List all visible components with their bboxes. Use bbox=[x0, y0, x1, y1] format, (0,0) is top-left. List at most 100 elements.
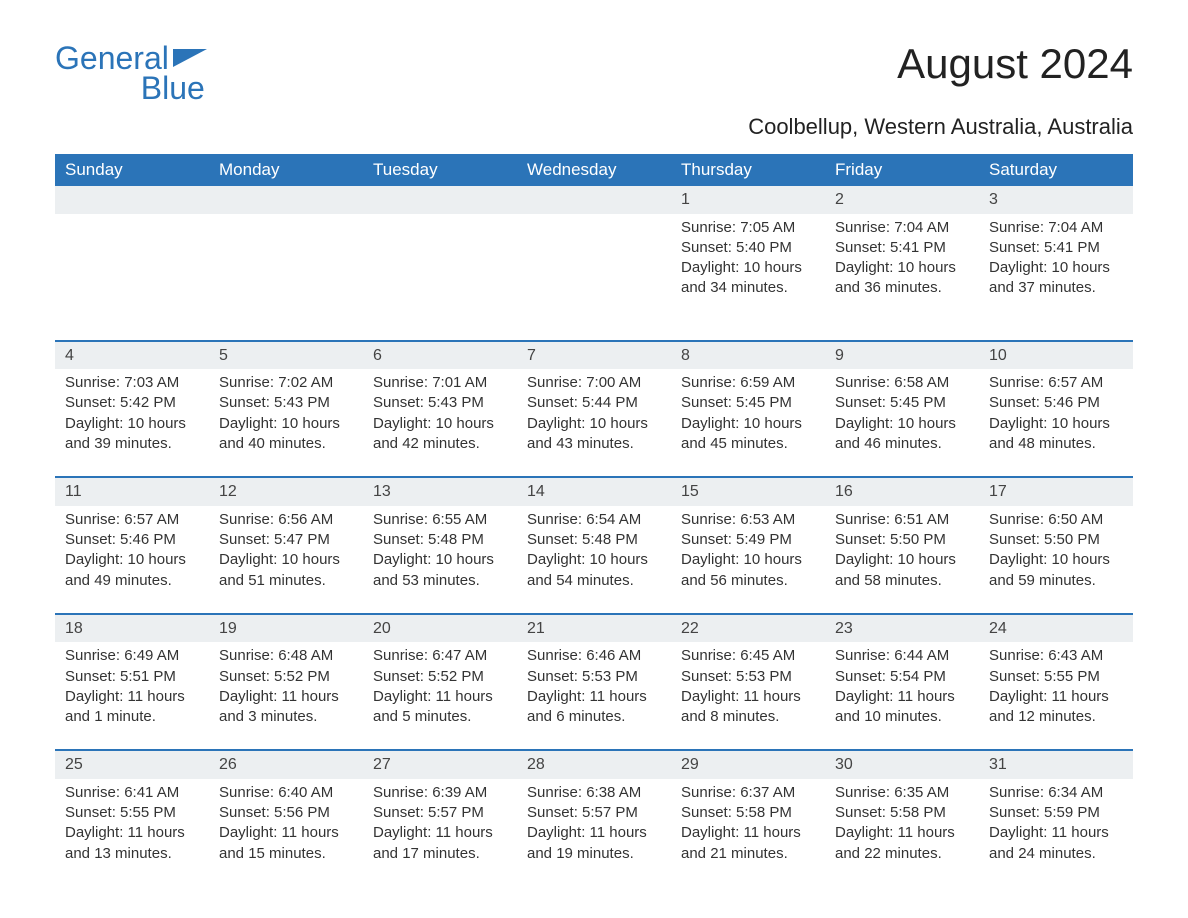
daylight-line: and 5 minutes. bbox=[373, 707, 507, 727]
daylight-line: and 21 minutes. bbox=[681, 844, 815, 864]
day-header: Saturday bbox=[979, 154, 1133, 186]
sunrise-line: Sunrise: 7:02 AM bbox=[219, 373, 353, 393]
sunset-line: Sunset: 5:52 PM bbox=[219, 667, 353, 687]
daylight-line: and 8 minutes. bbox=[681, 707, 815, 727]
sunrise-line: Sunrise: 6:34 AM bbox=[989, 783, 1123, 803]
daylight-line: and 56 minutes. bbox=[681, 571, 815, 591]
calendar-day-cell: 22Sunrise: 6:45 AMSunset: 5:53 PMDayligh… bbox=[671, 614, 825, 751]
sunrise-line: Sunrise: 6:55 AM bbox=[373, 510, 507, 530]
day-content: Sunrise: 6:39 AMSunset: 5:57 PMDaylight:… bbox=[363, 779, 517, 886]
calendar-day-cell: 31Sunrise: 6:34 AMSunset: 5:59 PMDayligh… bbox=[979, 750, 1133, 886]
sunset-line: Sunset: 5:47 PM bbox=[219, 530, 353, 550]
daylight-line: and 17 minutes. bbox=[373, 844, 507, 864]
day-content: Sunrise: 6:46 AMSunset: 5:53 PMDaylight:… bbox=[517, 642, 671, 749]
daylight-line: and 3 minutes. bbox=[219, 707, 353, 727]
daylight-line: Daylight: 10 hours bbox=[65, 414, 199, 434]
sunset-line: Sunset: 5:57 PM bbox=[373, 803, 507, 823]
daylight-line: Daylight: 10 hours bbox=[219, 550, 353, 570]
calendar-day-cell bbox=[55, 186, 209, 341]
daylight-line: Daylight: 10 hours bbox=[527, 550, 661, 570]
day-content bbox=[517, 214, 671, 340]
daylight-line: Daylight: 10 hours bbox=[527, 414, 661, 434]
day-number: 19 bbox=[209, 615, 363, 643]
day-content: Sunrise: 6:35 AMSunset: 5:58 PMDaylight:… bbox=[825, 779, 979, 886]
daylight-line: Daylight: 10 hours bbox=[681, 258, 815, 278]
daylight-line: Daylight: 11 hours bbox=[989, 823, 1123, 843]
day-header: Tuesday bbox=[363, 154, 517, 186]
daylight-line: and 36 minutes. bbox=[835, 278, 969, 298]
day-number: 13 bbox=[363, 478, 517, 506]
daylight-line: and 54 minutes. bbox=[527, 571, 661, 591]
day-content: Sunrise: 6:45 AMSunset: 5:53 PMDaylight:… bbox=[671, 642, 825, 749]
sunrise-line: Sunrise: 7:04 AM bbox=[989, 218, 1123, 238]
daylight-line: Daylight: 10 hours bbox=[835, 550, 969, 570]
daylight-line: Daylight: 10 hours bbox=[373, 414, 507, 434]
calendar-day-cell: 27Sunrise: 6:39 AMSunset: 5:57 PMDayligh… bbox=[363, 750, 517, 886]
calendar-day-cell: 1Sunrise: 7:05 AMSunset: 5:40 PMDaylight… bbox=[671, 186, 825, 341]
day-number: 30 bbox=[825, 751, 979, 779]
sunrise-line: Sunrise: 6:35 AM bbox=[835, 783, 969, 803]
daylight-line: Daylight: 11 hours bbox=[527, 687, 661, 707]
sunset-line: Sunset: 5:56 PM bbox=[219, 803, 353, 823]
calendar-day-cell: 15Sunrise: 6:53 AMSunset: 5:49 PMDayligh… bbox=[671, 477, 825, 614]
daylight-line: and 24 minutes. bbox=[989, 844, 1123, 864]
daylight-line: Daylight: 11 hours bbox=[65, 823, 199, 843]
day-content: Sunrise: 6:34 AMSunset: 5:59 PMDaylight:… bbox=[979, 779, 1133, 886]
day-number: 9 bbox=[825, 342, 979, 370]
day-number bbox=[55, 186, 209, 214]
daylight-line: Daylight: 11 hours bbox=[681, 823, 815, 843]
sunset-line: Sunset: 5:58 PM bbox=[681, 803, 815, 823]
day-header-row: SundayMondayTuesdayWednesdayThursdayFrid… bbox=[55, 154, 1133, 186]
daylight-line: and 34 minutes. bbox=[681, 278, 815, 298]
day-content bbox=[209, 214, 363, 340]
sunset-line: Sunset: 5:43 PM bbox=[373, 393, 507, 413]
calendar-day-cell: 10Sunrise: 6:57 AMSunset: 5:46 PMDayligh… bbox=[979, 341, 1133, 478]
day-content bbox=[55, 214, 209, 340]
calendar-day-cell: 28Sunrise: 6:38 AMSunset: 5:57 PMDayligh… bbox=[517, 750, 671, 886]
sunrise-line: Sunrise: 6:57 AM bbox=[65, 510, 199, 530]
daylight-line: and 10 minutes. bbox=[835, 707, 969, 727]
day-number bbox=[517, 186, 671, 214]
day-number: 5 bbox=[209, 342, 363, 370]
daylight-line: and 58 minutes. bbox=[835, 571, 969, 591]
daylight-line: Daylight: 11 hours bbox=[219, 823, 353, 843]
day-number: 26 bbox=[209, 751, 363, 779]
day-content: Sunrise: 6:56 AMSunset: 5:47 PMDaylight:… bbox=[209, 506, 363, 613]
day-content: Sunrise: 7:03 AMSunset: 5:42 PMDaylight:… bbox=[55, 369, 209, 476]
header-row: General Blue August 2024 bbox=[55, 40, 1133, 104]
day-number: 20 bbox=[363, 615, 517, 643]
day-number: 8 bbox=[671, 342, 825, 370]
daylight-line: Daylight: 11 hours bbox=[681, 687, 815, 707]
sunset-line: Sunset: 5:42 PM bbox=[65, 393, 199, 413]
daylight-line: and 12 minutes. bbox=[989, 707, 1123, 727]
calendar-day-cell: 6Sunrise: 7:01 AMSunset: 5:43 PMDaylight… bbox=[363, 341, 517, 478]
day-content: Sunrise: 6:58 AMSunset: 5:45 PMDaylight:… bbox=[825, 369, 979, 476]
day-number: 25 bbox=[55, 751, 209, 779]
sunrise-line: Sunrise: 6:56 AM bbox=[219, 510, 353, 530]
sunrise-line: Sunrise: 6:54 AM bbox=[527, 510, 661, 530]
brand-logo: General Blue bbox=[55, 40, 207, 104]
daylight-line: and 49 minutes. bbox=[65, 571, 199, 591]
sunset-line: Sunset: 5:48 PM bbox=[373, 530, 507, 550]
day-content: Sunrise: 7:02 AMSunset: 5:43 PMDaylight:… bbox=[209, 369, 363, 476]
daylight-line: and 48 minutes. bbox=[989, 434, 1123, 454]
sunset-line: Sunset: 5:44 PM bbox=[527, 393, 661, 413]
sunset-line: Sunset: 5:41 PM bbox=[835, 238, 969, 258]
sunrise-line: Sunrise: 6:58 AM bbox=[835, 373, 969, 393]
calendar-day-cell: 19Sunrise: 6:48 AMSunset: 5:52 PMDayligh… bbox=[209, 614, 363, 751]
daylight-line: and 37 minutes. bbox=[989, 278, 1123, 298]
calendar-week-row: 4Sunrise: 7:03 AMSunset: 5:42 PMDaylight… bbox=[55, 341, 1133, 478]
day-content: Sunrise: 6:40 AMSunset: 5:56 PMDaylight:… bbox=[209, 779, 363, 886]
day-content: Sunrise: 6:38 AMSunset: 5:57 PMDaylight:… bbox=[517, 779, 671, 886]
day-content: Sunrise: 6:44 AMSunset: 5:54 PMDaylight:… bbox=[825, 642, 979, 749]
day-number: 23 bbox=[825, 615, 979, 643]
sunset-line: Sunset: 5:58 PM bbox=[835, 803, 969, 823]
day-content: Sunrise: 6:48 AMSunset: 5:52 PMDaylight:… bbox=[209, 642, 363, 749]
calendar-page: General Blue August 2024 Coolbellup, Wes… bbox=[0, 0, 1188, 916]
day-number: 27 bbox=[363, 751, 517, 779]
sunrise-line: Sunrise: 7:04 AM bbox=[835, 218, 969, 238]
daylight-line: Daylight: 10 hours bbox=[681, 414, 815, 434]
sunrise-line: Sunrise: 6:39 AM bbox=[373, 783, 507, 803]
calendar-day-cell: 20Sunrise: 6:47 AMSunset: 5:52 PMDayligh… bbox=[363, 614, 517, 751]
sunset-line: Sunset: 5:53 PM bbox=[681, 667, 815, 687]
